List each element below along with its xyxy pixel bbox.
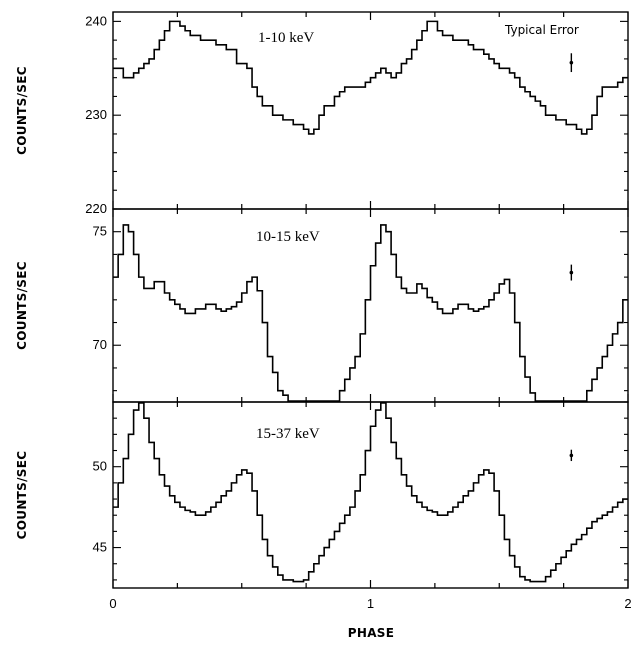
panel-frame bbox=[112, 11, 629, 210]
error-bar-point bbox=[569, 60, 574, 65]
error-bar-point bbox=[569, 270, 574, 275]
light-curve-series bbox=[113, 20, 628, 135]
y-axis-title: COUNTS/SEC bbox=[15, 451, 29, 540]
y-tick-label: 50 bbox=[93, 459, 107, 474]
energy-band-label: 1-10 keV bbox=[258, 30, 314, 46]
error-bar-point bbox=[569, 453, 574, 458]
panel-1: 220 230 240 COUNTS/SEC 1-10 keV bbox=[15, 11, 629, 216]
energy-band-label: 10-15 keV bbox=[256, 229, 320, 245]
x-tick-label: 1 bbox=[367, 596, 374, 611]
light-curve-series bbox=[113, 224, 628, 402]
y-tick-label: 220 bbox=[85, 201, 107, 216]
y-axis-title: COUNTS/SEC bbox=[15, 261, 29, 350]
y-tick-label: 240 bbox=[85, 13, 107, 28]
y-tick-label: 45 bbox=[93, 540, 107, 555]
panel-3: 45 50 COUNTS/SEC 15-37 keV bbox=[15, 401, 629, 589]
y-tick-label: 70 bbox=[93, 337, 107, 352]
panels-layer: 220 230 240 COUNTS/SEC 1-10 keV 70 75 COUNTS/SE… bbox=[15, 11, 632, 611]
energy-band-label: 15-37 keV bbox=[256, 426, 320, 442]
y-tick-label: 75 bbox=[93, 224, 107, 239]
panel-2: 70 75 COUNTS/SEC 10-15 keV bbox=[15, 208, 629, 403]
light-curve-series bbox=[113, 402, 628, 583]
x-tick-label: 0 bbox=[109, 596, 116, 611]
y-tick-label: 230 bbox=[85, 107, 107, 122]
panel-frame bbox=[112, 208, 629, 403]
typical-error-annotation: Typical Error bbox=[504, 23, 579, 37]
x-tick-label: 2 bbox=[624, 596, 631, 611]
x-axis-title: PHASE bbox=[348, 626, 394, 640]
y-axis-title: COUNTS/SEC bbox=[15, 66, 29, 155]
